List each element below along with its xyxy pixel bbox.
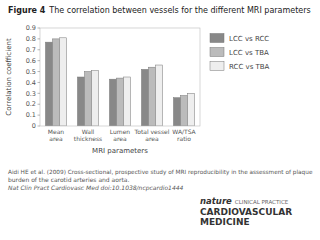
x-tick-label: Lumenarea: [110, 128, 131, 142]
x-tick-label-line: Total vessel: [134, 128, 170, 135]
y-tick: [38, 104, 41, 105]
bar: [92, 70, 99, 126]
legend-label: RCC vs TBA: [229, 63, 270, 71]
y-tick-label: 0.7: [26, 46, 36, 54]
chart: Figure 4The correlation between vessels …: [0, 0, 320, 240]
bar: [156, 65, 163, 126]
footnote: Nat Clin Pract Cardiovasc Med doi:10.103…: [8, 184, 184, 192]
plot-frame: [40, 28, 200, 126]
x-tick-label: Meanarea: [48, 128, 65, 142]
y-tick: [38, 49, 41, 50]
title: Figure 4: [8, 6, 46, 15]
y-tick: [38, 93, 41, 94]
x-tick-label-line: area: [145, 135, 159, 142]
footnote: burden of the carotid arteries and aorta…: [8, 176, 129, 183]
bars: [45, 38, 194, 126]
brand-sub: CLINICAL PRACTICE: [235, 199, 289, 205]
y-tick-label: 0.5: [26, 68, 36, 76]
background: [0, 0, 320, 240]
bar: [180, 96, 187, 126]
legend-swatch: [210, 34, 224, 43]
bar: [45, 42, 52, 126]
x-tick-label: Total vesselarea: [134, 128, 170, 142]
bar: [116, 78, 123, 126]
bar: [188, 93, 195, 126]
subtitle: The correlation between vessels for the …: [48, 6, 310, 15]
legend-label: LCC vs RCC: [229, 35, 269, 43]
bar: [77, 77, 84, 126]
x-tick-label-line: WA/TSA: [172, 128, 196, 135]
bar: [141, 69, 148, 126]
bar: [148, 67, 155, 126]
y-tick-label: 0.2: [26, 100, 36, 108]
y-tick: [38, 28, 41, 29]
legend-swatch: [210, 48, 224, 57]
bar: [52, 39, 59, 126]
y-tick: [38, 71, 41, 72]
x-tick-label-line: Lumen: [110, 128, 131, 135]
legend-swatch: [210, 62, 224, 71]
y-tick: [38, 38, 41, 39]
bar: [109, 79, 116, 126]
bar: [60, 38, 67, 126]
y-tick-label: 0.1: [26, 111, 36, 119]
y-axis-label: Correlation coefficient: [5, 38, 13, 116]
y-tick-label: 0.4: [26, 79, 36, 87]
brand-line: CARDIOVASCULAR: [200, 207, 292, 217]
brand-line: MEDICINE: [200, 217, 250, 227]
x-tick-label-line: ratio: [177, 135, 191, 142]
footnote: Aidi HE et al. (2009) Cross-sectional, p…: [8, 169, 313, 176]
y-tick-label: 0.9: [26, 24, 36, 32]
y-tick-label: 0.8: [26, 35, 36, 43]
bar: [84, 72, 91, 126]
x-tick-label: WA/TSAratio: [172, 128, 196, 142]
y-tick-label: 0.3: [26, 90, 36, 98]
y-tick: [38, 115, 41, 116]
legend-label: LCC vs TBA: [229, 49, 269, 57]
y-tick: [38, 60, 41, 61]
x-axis-label: MRI parameters: [92, 147, 148, 155]
y-tick-label: 0: [32, 122, 36, 130]
y-tick: [38, 82, 41, 83]
x-tick-label-line: Mean: [48, 128, 65, 135]
y-tick: [38, 126, 41, 127]
x-tick-label-line: Wall: [82, 128, 95, 135]
x-tick-label-line: thickness: [74, 135, 102, 142]
legend: LCC vs RCC LCC vs TBA RCC vs TBA: [210, 34, 270, 71]
x-tick-label-line: area: [113, 135, 127, 142]
title-line: Figure 4The correlation between vessels …: [8, 6, 311, 15]
bar: [173, 98, 180, 126]
bar: [124, 77, 131, 126]
x-tick-label: Wallthickness: [74, 128, 102, 142]
brand-name: nature: [200, 196, 232, 206]
y-tick-label: 0.6: [26, 57, 36, 65]
x-tick-label-line: area: [49, 135, 63, 142]
